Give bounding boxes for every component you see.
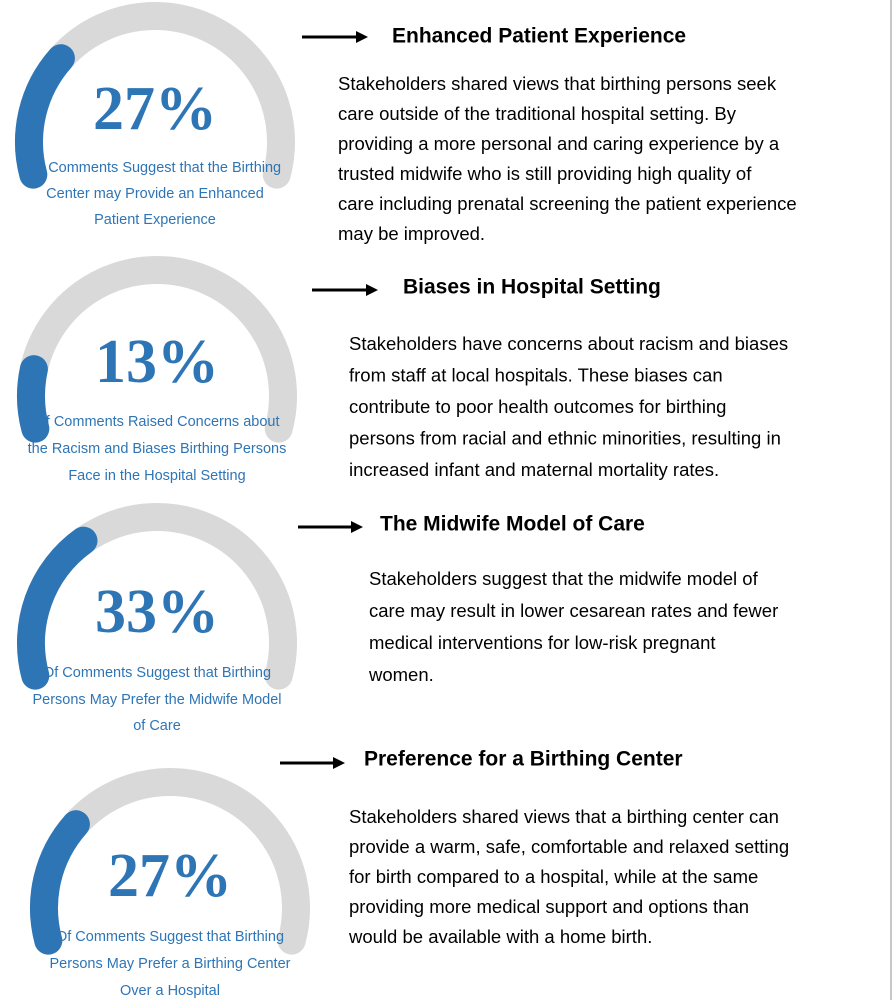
gauge-caption: Of Comments Suggest that Birthing xyxy=(43,665,271,681)
gauge-fill xyxy=(17,526,98,690)
gauge-caption: Persons May Prefer a Birthing Center xyxy=(50,956,291,972)
gauge-value: 27% xyxy=(93,75,217,143)
section-description: persons from racial and ethnic minoritie… xyxy=(349,427,781,448)
gauge-fill xyxy=(15,44,75,189)
gauge-caption: Of Comments Suggest that the Birthing xyxy=(29,160,281,176)
section-description: contribute to poor health outcomes for b… xyxy=(349,396,726,417)
gauge-caption: Of Comments Suggest that Birthing xyxy=(56,929,284,945)
section-heading: Preference for a Birthing Center xyxy=(364,748,683,771)
section-description: care may result in lower cesarean rates … xyxy=(369,600,778,621)
section-description: Stakeholders shared views that birthing … xyxy=(338,73,777,94)
gauge-value: 33% xyxy=(95,578,219,646)
gauge-caption: Over a Hospital xyxy=(120,983,220,999)
gauge-caption: of Care xyxy=(133,718,181,734)
section-heading: Biases in Hospital Setting xyxy=(403,276,661,299)
section-description: Stakeholders suggest that the midwife mo… xyxy=(369,568,759,589)
gauge-caption: Center may Provide an Enhanced xyxy=(46,186,264,202)
gauge-fill xyxy=(17,355,50,443)
section-description: trusted midwife who is still providing h… xyxy=(338,163,752,184)
arrow-head xyxy=(356,31,368,43)
gauge-value: 13% xyxy=(95,328,219,396)
section-heading: Enhanced Patient Experience xyxy=(392,25,686,48)
gauge-caption: Persons May Prefer the Midwife Model xyxy=(32,692,281,708)
section-description: providing more medical support and optio… xyxy=(349,896,749,917)
section-description: providing a more personal and caring exp… xyxy=(338,133,780,154)
arrow-head xyxy=(366,284,378,296)
section-description: Stakeholders shared views that a birthin… xyxy=(349,806,779,827)
gauge-caption: Of Comments Raised Concerns about xyxy=(35,414,280,430)
section-description: women. xyxy=(368,664,434,685)
section-description: would be available with a home birth. xyxy=(348,926,652,947)
section-description: care including prenatal screening the pa… xyxy=(338,193,797,214)
gauge-caption: the Racism and Biases Birthing Persons xyxy=(28,441,287,457)
section-description: from staff at local hospitals. These bia… xyxy=(349,364,723,385)
gauge-fill xyxy=(30,810,90,955)
gauge-caption: Patient Experience xyxy=(94,212,216,228)
section-description: may be improved. xyxy=(338,223,485,244)
arrow-head xyxy=(333,757,345,769)
section-description: Stakeholders have concerns about racism … xyxy=(349,333,788,354)
section-heading: The Midwife Model of Care xyxy=(380,513,645,536)
arrow-head xyxy=(351,521,363,533)
gauge-caption: Face in the Hospital Setting xyxy=(68,468,245,484)
section-description: medical interventions for low-risk pregn… xyxy=(369,632,716,653)
section-description: for birth compared to a hospital, while … xyxy=(349,866,758,887)
section-description: increased infant and maternal mortality … xyxy=(349,459,719,480)
gauge-value: 27% xyxy=(108,842,232,910)
section-description: care outside of the traditional hospital… xyxy=(338,103,737,124)
section-description: provide a warm, safe, comfortable and re… xyxy=(349,836,789,857)
